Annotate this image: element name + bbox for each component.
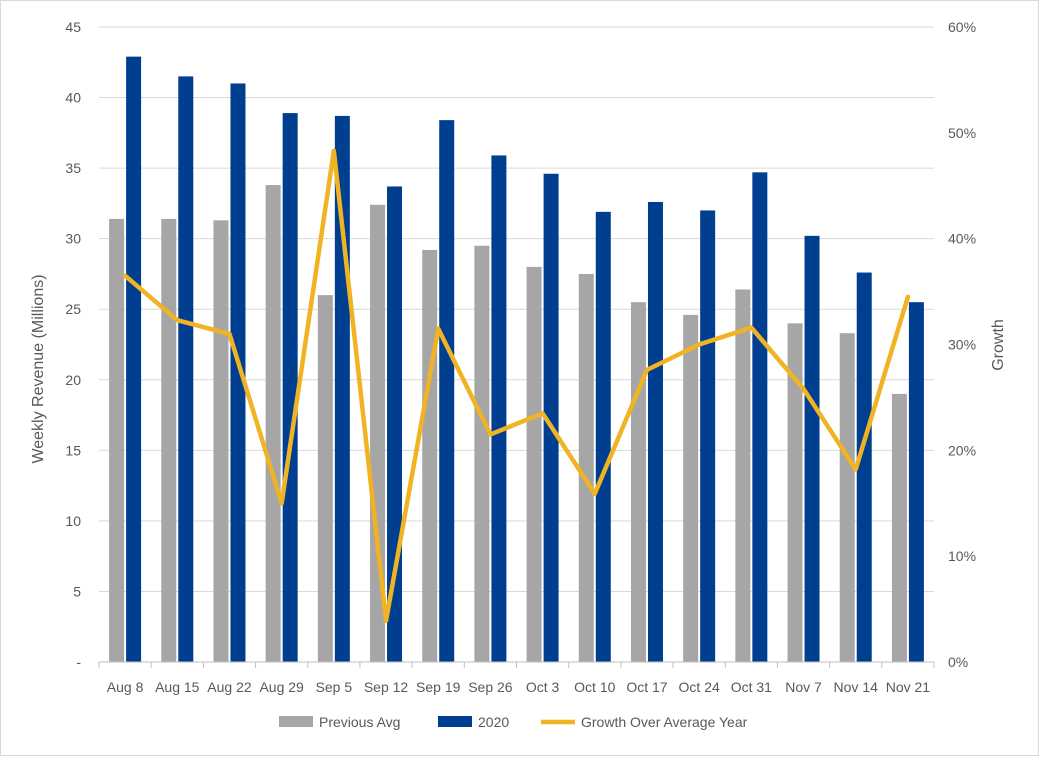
x-axis-ticks: Aug 8 Aug 15 Aug 22 Aug 29 Sep 5 Sep 12 Sep 19…: [107, 679, 931, 695]
bar-2020: [491, 155, 507, 662]
bar-2020: [126, 56, 142, 662]
bar-2020: [804, 235, 820, 662]
x-tick-label: Sep 19: [416, 679, 461, 695]
bar-2020: [700, 210, 716, 662]
bar-previous-avg: [891, 393, 907, 662]
y-tick-label: -: [76, 654, 81, 670]
bar-previous-avg: [422, 249, 438, 662]
y2-tick-label: 50%: [948, 125, 976, 141]
bars: [109, 56, 924, 663]
bar-previous-avg: [735, 289, 751, 662]
bar-previous-avg: [683, 314, 699, 662]
bar-2020: [752, 172, 768, 662]
legend-swatch: [438, 716, 472, 727]
y2-tick-label: 20%: [948, 442, 976, 458]
x-tick-label: Oct 10: [574, 679, 615, 695]
bar-2020: [230, 83, 246, 662]
y2-tick-label: 10%: [948, 548, 976, 564]
bar-previous-avg: [474, 245, 490, 662]
y-tick-label: 10: [65, 513, 81, 529]
bar-2020: [647, 201, 663, 662]
y-tick-label: 5: [73, 583, 81, 599]
y2-tick-label: 30%: [948, 337, 976, 353]
x-tick-label: Oct 24: [679, 679, 720, 695]
y-tick-label: 45: [65, 19, 81, 35]
legend-label: Growth Over Average Year: [581, 714, 748, 730]
legend-swatch: [279, 716, 313, 727]
y2-axis-title: Growth: [990, 319, 1007, 371]
x-tick-label: Aug 29: [259, 679, 304, 695]
x-tick-label: Nov 7: [785, 679, 822, 695]
legend-label: Previous Avg: [319, 714, 400, 730]
y2-tick-label: 0%: [948, 654, 968, 670]
bar-previous-avg: [265, 185, 281, 663]
bar-previous-avg: [317, 295, 333, 662]
y-axis-title: Weekly Revenue (Millions): [30, 274, 47, 463]
y-tick-label: 25: [65, 301, 81, 317]
x-tick-label: Nov 14: [834, 679, 879, 695]
x-tick-label: Aug 22: [207, 679, 252, 695]
y-tick-label: 35: [65, 160, 81, 176]
bar-previous-avg: [630, 302, 646, 662]
bar-previous-avg: [161, 218, 177, 662]
legend-label: 2020: [478, 714, 509, 730]
y2-axis-ticks: 0% 10% 20% 30% 40% 50% 60%: [948, 19, 976, 670]
bar-previous-avg: [787, 323, 803, 662]
bar-2020: [282, 113, 298, 663]
growth-line: [122, 148, 911, 623]
x-tick-label: Oct 17: [626, 679, 667, 695]
bar-previous-avg: [578, 273, 594, 662]
x-axis: [98, 661, 935, 668]
y-tick-label: 15: [65, 442, 81, 458]
x-tick-label: Oct 3: [526, 679, 560, 695]
bar-previous-avg: [109, 218, 125, 662]
y-tick-label: 20: [65, 372, 81, 388]
y2-tick-label: 60%: [948, 19, 976, 35]
x-tick-label: Aug 15: [155, 679, 200, 695]
x-tick-label: Sep 26: [468, 679, 513, 695]
x-tick-label: Nov 21: [886, 679, 931, 695]
bar-previous-avg: [213, 220, 229, 663]
bar-previous-avg: [526, 266, 542, 662]
bar-2020: [856, 272, 872, 662]
bar-2020: [439, 120, 455, 663]
growth-line-layer: [122, 148, 911, 623]
bar-2020: [908, 302, 924, 662]
y-tick-label: 40: [65, 90, 81, 106]
y2-tick-label: 40%: [948, 231, 976, 247]
x-tick-label: Sep 5: [316, 679, 353, 695]
bar-2020: [178, 76, 194, 662]
legend: Previous Avg 2020 Growth Over Average Year: [279, 714, 748, 730]
y-axis-ticks: - 5 10 15 20 25 30 35 40 45: [65, 19, 81, 670]
bar-previous-avg: [370, 204, 386, 663]
x-tick-label: Sep 12: [364, 679, 409, 695]
x-tick-label: Aug 8: [107, 679, 144, 695]
bar-previous-avg: [839, 333, 855, 662]
x-tick-label: Oct 31: [731, 679, 772, 695]
bar-2020: [595, 211, 611, 662]
bar-2020: [543, 173, 559, 662]
y-tick-label: 30: [65, 231, 81, 247]
